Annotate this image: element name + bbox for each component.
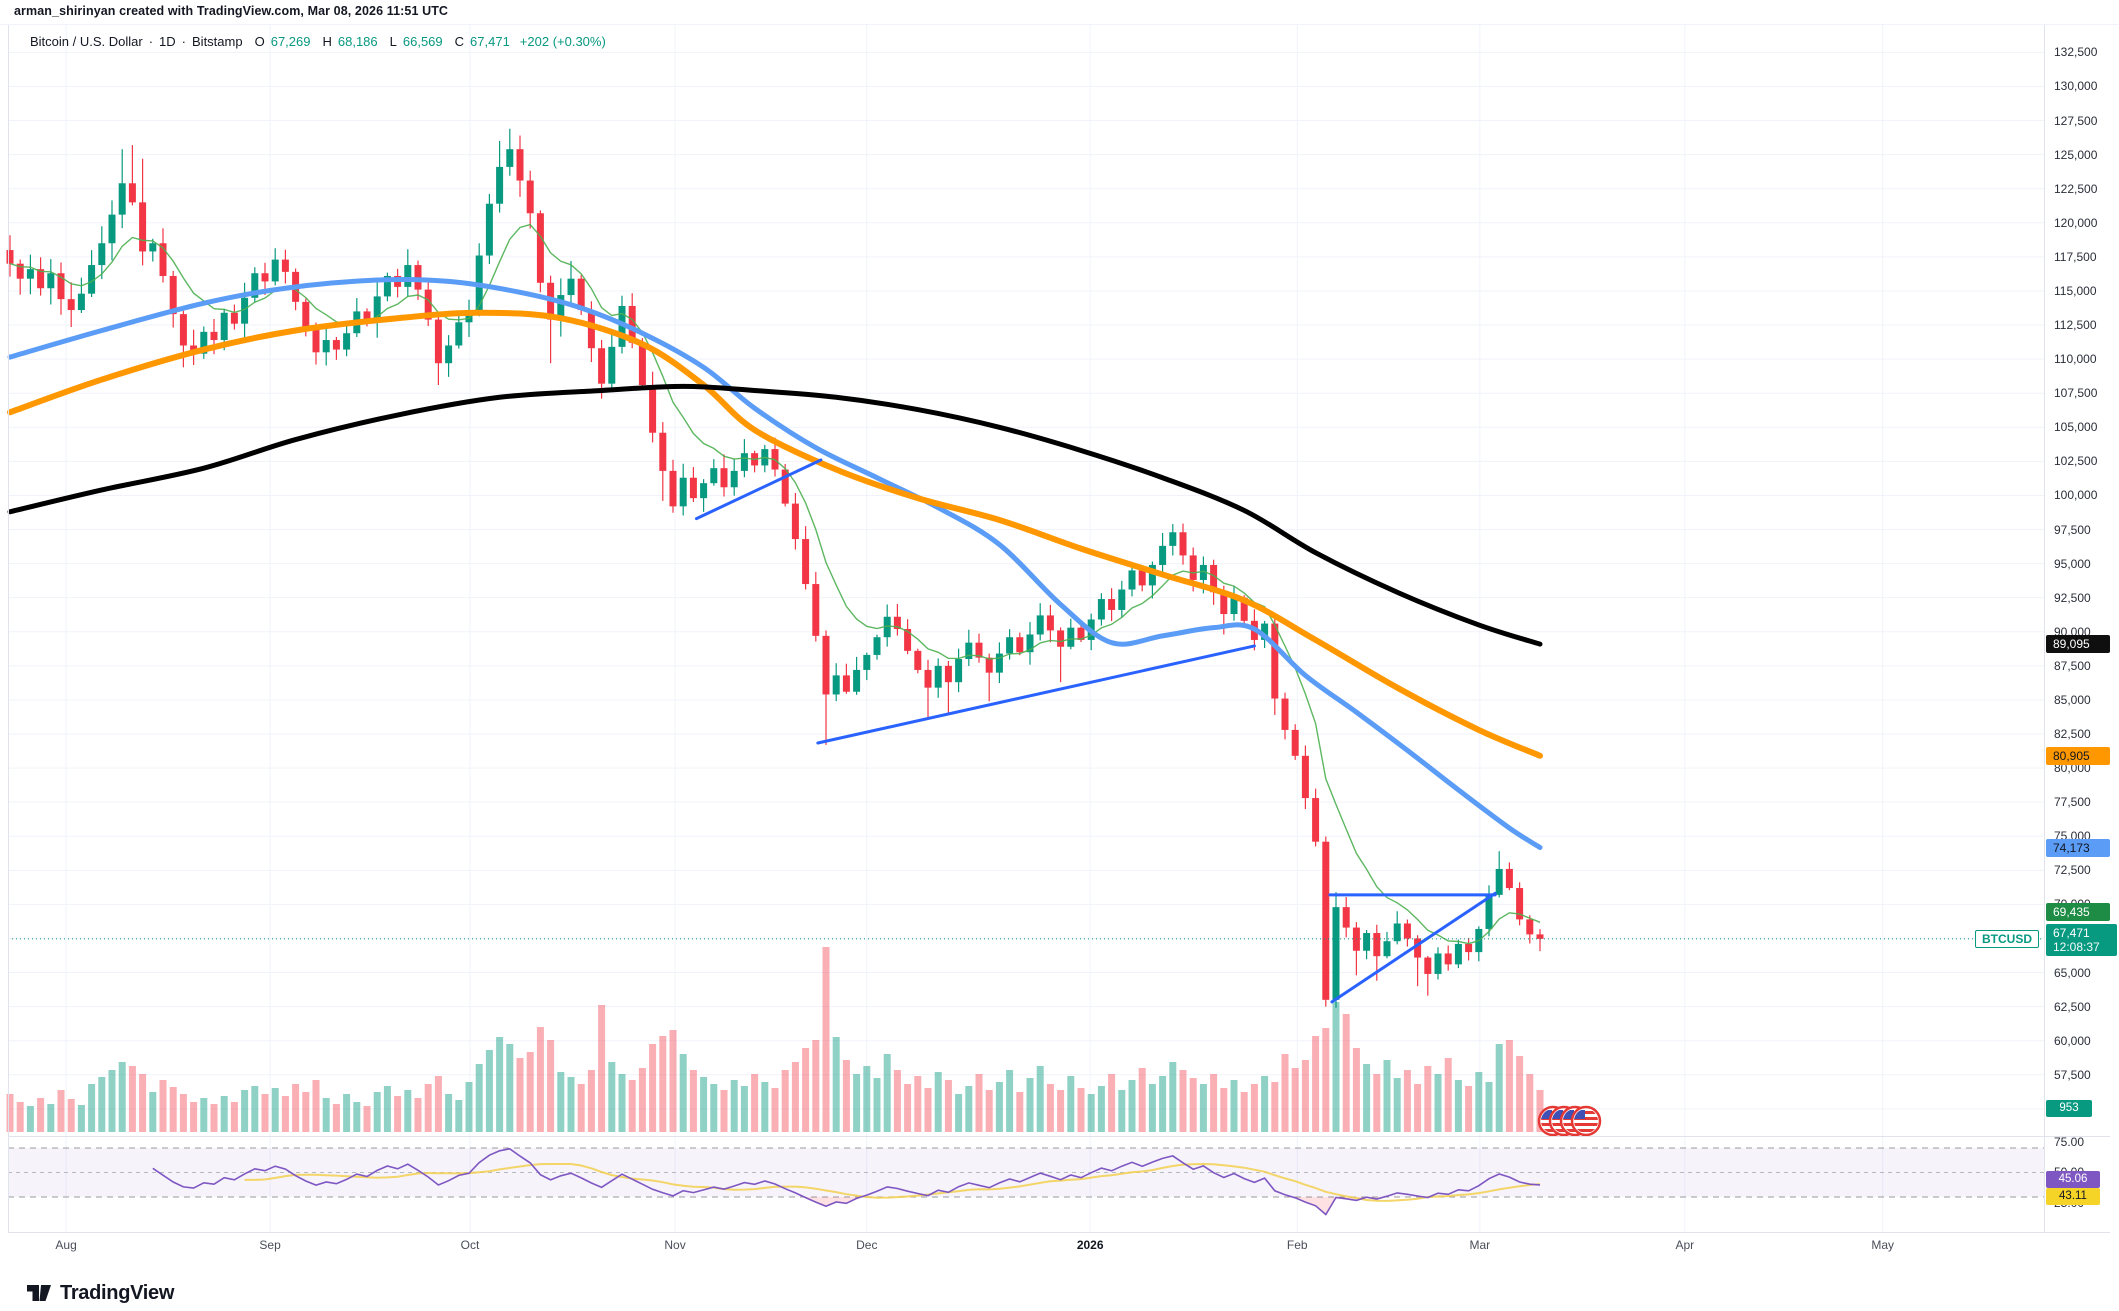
price-tick-label: 85,000 — [2054, 692, 2091, 707]
legend-separator: · — [148, 34, 154, 49]
trendline-4[interactable] — [1330, 891, 1497, 1004]
ma200-price-badge: 89,095 — [2046, 635, 2110, 654]
price-tick-label: 77,500 — [2054, 795, 2091, 810]
price-tick-label: 62,500 — [2054, 999, 2091, 1014]
candlesticks — [6, 128, 1544, 1008]
rsi-line[interactable] — [152, 1147, 1541, 1216]
interval-label[interactable]: 1D — [159, 34, 176, 49]
ma100-price-badge: 80,905 — [2046, 746, 2110, 765]
price-tick-label: 130,000 — [2054, 79, 2098, 94]
low-value: 66,569 — [402, 34, 443, 49]
open-value: 67,269 — [270, 34, 311, 49]
price-tick-label: 127,500 — [2054, 113, 2098, 128]
price-tick-label: 112,500 — [2054, 318, 2097, 333]
legend-separator: · — [181, 34, 187, 49]
rsi-tick-label: 75.00 — [2054, 1134, 2085, 1149]
volume-value-badge: 953 — [2046, 1100, 2092, 1117]
grid — [8, 25, 2044, 1232]
tradingview-logo-icon — [27, 1285, 51, 1301]
price-tick-label: 82,500 — [2054, 727, 2091, 741]
time-tick-label-nov: Nov — [664, 1238, 686, 1252]
open-label: O — [254, 34, 265, 49]
price-tick-label: 92,500 — [2054, 590, 2091, 605]
price-tick-label: 87,500 — [2054, 658, 2091, 673]
ma50-price-badge: 74,173 — [2046, 838, 2110, 857]
high-label: H — [322, 34, 332, 49]
close-value: 67,471 — [470, 34, 510, 49]
price-tick-label: 117,500 — [2054, 249, 2097, 264]
time-tick-label-aug: Aug — [55, 1238, 77, 1252]
ma-mid-line[interactable] — [7, 276, 1543, 851]
time-tick-label-mar: Mar — [1469, 1238, 1491, 1252]
price-tick-label: 132,500 — [2054, 45, 2098, 60]
time-tick-label-may: May — [1871, 1238, 1895, 1252]
chart-left-border — [8, 25, 9, 1232]
bar-countdown: 12:08:37 — [2053, 939, 2100, 954]
ma-slow-line[interactable] — [7, 309, 1543, 759]
rsi-ma-value-badge: 43.11 — [2046, 1188, 2100, 1205]
pane-divider-volume-rsi[interactable] — [8, 1136, 2110, 1137]
us-flag-stamps-icon — [1537, 1105, 1602, 1137]
price-tick-label: 122,500 — [2054, 181, 2098, 196]
rsi-band-fill — [1292, 1196, 1385, 1215]
ma-long-line[interactable] — [7, 383, 1543, 647]
price-tick-label: 102,500 — [2054, 454, 2098, 469]
exchange-label: Bitstamp — [192, 34, 243, 49]
ma-fast-line — [9, 223, 1541, 945]
tradingview-logo[interactable]: TradingView — [26, 1280, 174, 1306]
price-tick-label: 120,000 — [2054, 215, 2098, 230]
rsi-value-badge: 45.06 — [2046, 1170, 2100, 1188]
price-tick-label: 60,000 — [2054, 1033, 2091, 1048]
last-price-badge[interactable]: 67,471 12:08:37 — [2046, 923, 2117, 956]
time-tick-label-apr: Apr — [1675, 1238, 1695, 1252]
last-price-value: 67,471 — [2053, 925, 2090, 940]
change-value: +202 (+0.30%) — [519, 34, 606, 49]
close-label: C — [454, 34, 465, 49]
rsi-band-fill — [804, 1196, 862, 1207]
tradingview-logo-text: TradingView — [60, 1281, 175, 1304]
price-tick-label: 105,000 — [2054, 420, 2098, 435]
price-tick-label: 57,500 — [2054, 1067, 2091, 1082]
price-tick-label: 115,000 — [2054, 283, 2097, 298]
price-tick-label: 65,000 — [2054, 965, 2091, 980]
ma-fast-price-badge: 69,435 — [2046, 903, 2110, 922]
price-tick-label: 100,000 — [2054, 488, 2098, 503]
time-tick-label-2026: 2026 — [1076, 1238, 1104, 1252]
price-scale-separator[interactable] — [2044, 25, 2045, 1232]
price-tick-label: 107,500 — [2054, 386, 2098, 401]
header-divider — [0, 24, 2119, 25]
trendline-1[interactable] — [694, 458, 823, 521]
time-axis-separator[interactable] — [8, 1232, 2110, 1233]
volume-bars — [6, 947, 1554, 1132]
price-tick-label: 97,500 — [2054, 522, 2091, 537]
time-tick-label-dec: Dec — [856, 1238, 878, 1252]
trendline-2[interactable] — [816, 644, 1256, 745]
rsi-ma-line — [244, 1162, 1541, 1202]
low-label: L — [389, 34, 397, 49]
price-tick-label: 72,500 — [2054, 863, 2091, 878]
high-value: 68,186 — [337, 34, 378, 49]
price-tick-label: 110,000 — [2054, 352, 2097, 367]
symbol-pill[interactable]: BTCUSD — [1975, 929, 2039, 948]
symbol-title: Bitcoin / U.S. Dollar — [30, 34, 143, 49]
time-tick-label-feb: Feb — [1286, 1238, 1308, 1252]
price-tick-label: 95,000 — [2054, 556, 2091, 571]
attribution-text: arman_shirinyan created with TradingView… — [14, 4, 449, 18]
time-tick-label-sep: Sep — [259, 1238, 281, 1252]
time-tick-label-oct: Oct — [460, 1238, 480, 1252]
price-tick-label: 125,000 — [2054, 147, 2098, 162]
